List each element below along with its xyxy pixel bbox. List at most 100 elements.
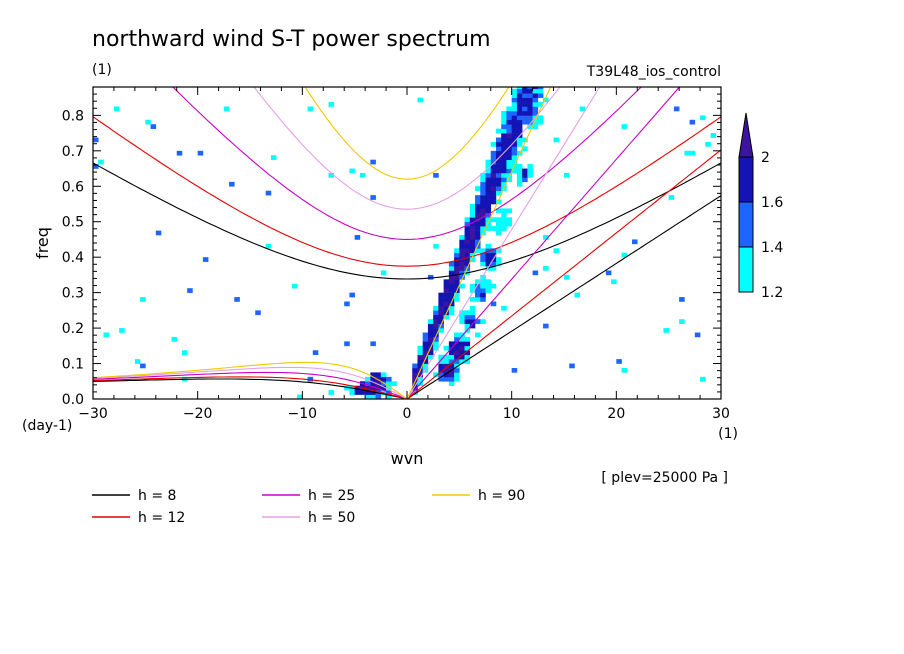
heatmap-cell: [454, 336, 460, 342]
heatmap-cell: [516, 93, 523, 98]
heatmap-cell: [495, 217, 502, 223]
heatmap-cell: [490, 159, 497, 165]
heatmap-cell: [501, 226, 507, 231]
heatmap-cell: [433, 243, 439, 249]
heatmap-cell: [448, 372, 455, 378]
heatmap-cell: [475, 297, 481, 302]
heatmap-cell: [485, 257, 492, 262]
heatmap-cell: [417, 376, 423, 382]
heatmap-cell: [485, 159, 492, 165]
heatmap-cell: [516, 172, 523, 178]
heatmap-cell: [511, 168, 518, 174]
heatmap-cell: [506, 110, 512, 116]
heatmap-cell: [417, 363, 423, 369]
heatmap-cell: [459, 274, 465, 280]
heatmap-cell: [454, 292, 460, 298]
heatmap-cell: [375, 381, 382, 387]
heatmap-cell: [469, 314, 476, 320]
heatmap-cell: [234, 297, 240, 302]
heatmap-cell: [443, 314, 450, 320]
heatmap-cell: [223, 106, 230, 112]
heatmap-cell: [522, 88, 528, 94]
heatmap-cell: [386, 376, 392, 382]
rossby-curve: [93, 371, 408, 399]
x-tick-label: 30: [712, 406, 730, 422]
heatmap-cell: [443, 345, 450, 351]
heatmap-cell: [537, 93, 544, 98]
inertia-gravity-curve: [253, 87, 561, 210]
heatmap-cell: [501, 177, 507, 183]
heatmap-cell: [506, 208, 512, 214]
heatmap-cell: [443, 297, 450, 302]
legend: h = 8 h = 12 h = 25 h = 50 h = 90: [92, 488, 525, 526]
heatmap-cell: [501, 110, 507, 116]
heatmap-cell: [522, 102, 528, 107]
heatmap-cell: [464, 261, 471, 267]
inertia-gravity-curve: [93, 162, 721, 280]
heatmap-cell: [673, 106, 680, 112]
heatmap-cell: [495, 159, 502, 165]
heatmap-cell: [469, 288, 476, 293]
heatmap-cell: [328, 102, 335, 107]
heatmap-cell: [495, 181, 502, 187]
heatmap-cell: [427, 354, 434, 360]
heatmap-cell: [459, 266, 465, 271]
heatmap-cell: [480, 212, 486, 218]
heatmap-cell: [490, 226, 497, 231]
heatmap-cell: [459, 345, 465, 351]
heatmap-cell: [328, 172, 335, 178]
heatmap-cell: [501, 168, 507, 174]
axis-ticks: −30 −20 −10 0 10 20 30 0.0 0.1 0.2 0.3 0.4 0.5 0.6 0.7…: [62, 87, 730, 422]
heatmap-cell: [454, 279, 460, 285]
heatmap-cell: [454, 274, 460, 280]
colorbar-label: 2: [761, 150, 770, 166]
heatmap-cell: [354, 390, 361, 395]
colorbar-label: 1.2: [761, 285, 783, 301]
heatmap-cell: [506, 155, 512, 160]
heatmap-cell: [522, 172, 528, 178]
heatmap-cell: [495, 137, 502, 143]
heatmap-cell: [485, 172, 492, 178]
heatmap-cell: [532, 88, 539, 94]
heatmap-cell: [495, 257, 502, 262]
heatmap-cell: [490, 190, 497, 196]
heatmap-cell: [553, 137, 560, 143]
heatmap-cell: [490, 164, 497, 169]
heatmap-cell: [511, 124, 518, 129]
heatmap-cell: [375, 376, 382, 382]
heatmap-cell: [469, 239, 476, 245]
heatmap-cell: [490, 150, 497, 156]
heatmap-cell: [427, 274, 434, 280]
heatmap-cell: [485, 248, 492, 254]
heatmap-cell: [663, 328, 669, 333]
heatmap-cell: [270, 155, 277, 160]
heatmap-cell: [475, 283, 481, 289]
heatmap-cell: [448, 288, 455, 293]
heatmap-cell: [501, 119, 507, 125]
heatmap-cell: [438, 376, 444, 382]
heatmap-cell: [527, 119, 533, 125]
heatmap-cell: [427, 336, 434, 342]
heatmap-cell: [679, 319, 685, 324]
heatmap-cell: [354, 235, 361, 240]
rossby-curve: [93, 378, 408, 399]
heatmap-cell: [443, 363, 450, 369]
x-tick-label: −30: [78, 406, 108, 422]
heatmap-cell: [480, 319, 486, 324]
heatmap-cell: [490, 301, 497, 307]
heatmap-cell: [506, 150, 512, 156]
heatmap-cell: [459, 261, 465, 267]
heatmap-cell: [464, 323, 471, 329]
heatmap-cell: [113, 106, 120, 112]
heatmap-cell: [527, 115, 533, 121]
heatmap-cell: [616, 359, 622, 364]
colorbar-segment: [738, 246, 754, 293]
heatmap-cell: [297, 394, 303, 399]
heatmap-cell: [506, 159, 512, 165]
heatmap-cell: [511, 155, 518, 160]
heatmap-cell: [511, 97, 518, 103]
heatmap-cell: [443, 354, 450, 360]
heatmap-cell: [495, 221, 502, 227]
heatmap-cell: [93, 137, 99, 143]
